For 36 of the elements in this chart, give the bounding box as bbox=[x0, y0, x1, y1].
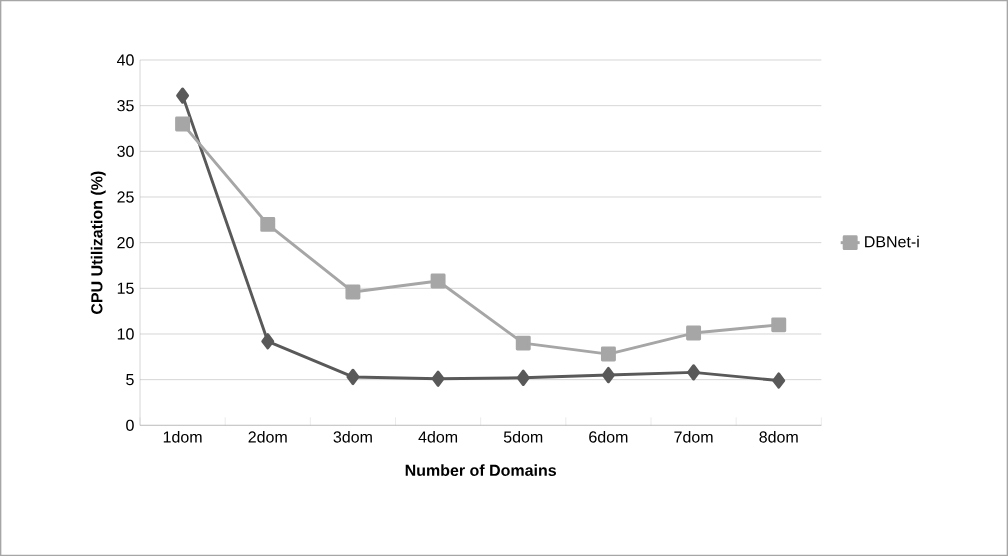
x-tick-label: 3dom bbox=[333, 430, 372, 443]
y-tick-label: 10 bbox=[117, 328, 134, 340]
point bbox=[771, 317, 787, 333]
point bbox=[430, 273, 446, 289]
x-tick-label: 5dom bbox=[503, 430, 543, 443]
x-tick-label: 1dom bbox=[163, 430, 202, 443]
point bbox=[176, 87, 190, 104]
y-axis-title: CPU Utilization (%) bbox=[90, 171, 106, 314]
x-axis-title: Number of Domains bbox=[405, 464, 556, 477]
point bbox=[261, 333, 275, 350]
x-tick-label: 2dom bbox=[248, 430, 287, 443]
y-tick-label: 20 bbox=[117, 237, 134, 249]
point bbox=[346, 368, 360, 386]
legend-label: DBNet-i bbox=[865, 235, 919, 248]
y-tick-label: 5 bbox=[126, 374, 134, 386]
point bbox=[686, 325, 702, 341]
point bbox=[345, 284, 361, 300]
y-tick-label: 40 bbox=[116, 54, 134, 66]
point bbox=[260, 216, 276, 232]
y-tick-label: 25 bbox=[117, 191, 134, 203]
point bbox=[431, 370, 445, 387]
x-tick-label: 6dom bbox=[589, 430, 628, 443]
point bbox=[687, 364, 701, 381]
point bbox=[515, 335, 531, 351]
point bbox=[175, 116, 191, 132]
x-tick-label: 4dom bbox=[418, 430, 458, 443]
x-tick-label: 8dom bbox=[759, 430, 798, 443]
y-tick-label: 30 bbox=[117, 145, 134, 157]
y-tick-label: 0 bbox=[126, 419, 134, 431]
point bbox=[772, 372, 786, 389]
y-tick-label: 15 bbox=[117, 282, 134, 294]
point bbox=[516, 369, 530, 386]
point bbox=[601, 366, 615, 384]
point bbox=[600, 346, 616, 362]
x-tick-label: 7dom bbox=[674, 430, 713, 443]
y-tick-label: 35 bbox=[117, 100, 134, 112]
